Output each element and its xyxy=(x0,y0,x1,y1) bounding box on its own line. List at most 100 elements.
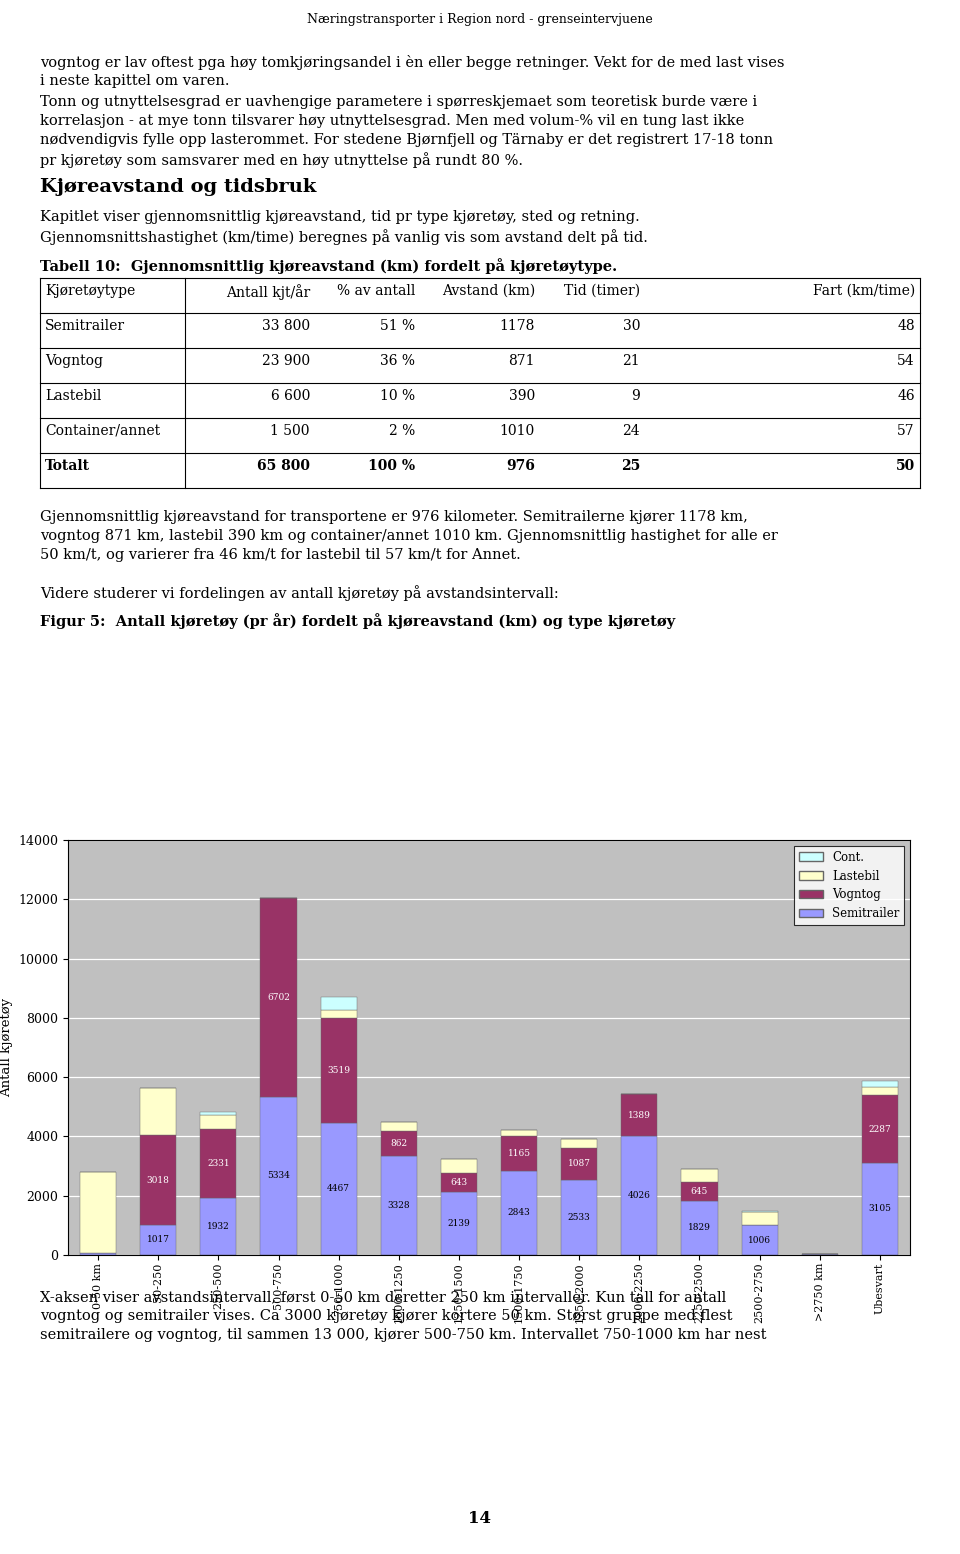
Text: Tabell 10:  Gjennomsnittlig kjøreavstand (km) fordelt på kjøretøytype.: Tabell 10: Gjennomsnittlig kjøreavstand … xyxy=(40,258,617,274)
Text: 2331: 2331 xyxy=(207,1159,229,1167)
Text: Tid (timer): Tid (timer) xyxy=(564,284,640,298)
Text: 50: 50 xyxy=(896,458,915,472)
Bar xyxy=(441,1173,477,1192)
Text: 1 500: 1 500 xyxy=(271,424,310,438)
Text: 643: 643 xyxy=(450,1178,468,1187)
Text: 2287: 2287 xyxy=(869,1125,891,1133)
Text: 2139: 2139 xyxy=(447,1218,470,1228)
Text: nødvendigvis fylle opp lasterommet. For stedene Bjørnfjell og Tärnaby er det reg: nødvendigvis fylle opp lasterommet. For … xyxy=(40,134,773,148)
Text: 25: 25 xyxy=(621,458,640,472)
Text: 36 %: 36 % xyxy=(380,354,415,368)
Bar xyxy=(201,1116,236,1128)
Text: 23 900: 23 900 xyxy=(262,354,310,368)
Text: X-aksen viser avstandsintervall, først 0-50 km deretter 250 km intervaller. Kun : X-aksen viser avstandsintervall, først 0… xyxy=(40,1290,727,1304)
Text: Fart (km/time): Fart (km/time) xyxy=(813,284,915,298)
Text: 3328: 3328 xyxy=(388,1201,410,1211)
Bar xyxy=(260,898,297,1097)
Text: 57: 57 xyxy=(898,424,915,438)
Bar xyxy=(441,1159,477,1173)
Legend: Cont., Lastebil, Vogntog, Semitrailer: Cont., Lastebil, Vogntog, Semitrailer xyxy=(794,845,904,925)
Bar xyxy=(80,1172,116,1254)
Text: 6702: 6702 xyxy=(267,993,290,1002)
Text: 4026: 4026 xyxy=(628,1190,651,1200)
Text: 2533: 2533 xyxy=(567,1214,590,1221)
Bar xyxy=(140,1225,177,1256)
Bar xyxy=(682,1169,717,1181)
Text: Avstand (km): Avstand (km) xyxy=(442,284,535,298)
Bar xyxy=(862,1096,898,1162)
Text: 1932: 1932 xyxy=(207,1221,229,1231)
Text: 1389: 1389 xyxy=(628,1111,651,1119)
Bar xyxy=(321,998,357,1010)
Text: 1006: 1006 xyxy=(748,1235,771,1245)
Bar xyxy=(741,1211,778,1212)
Text: vogntog og semitrailer vises. Ca 3000 kjøretøy kjører kortere 50 km. Størst grup: vogntog og semitrailer vises. Ca 3000 kj… xyxy=(40,1308,732,1322)
Text: 5334: 5334 xyxy=(267,1172,290,1181)
Text: 65 800: 65 800 xyxy=(257,458,310,472)
Text: 976: 976 xyxy=(506,458,535,472)
Bar xyxy=(321,1122,357,1256)
Text: 2 %: 2 % xyxy=(389,424,415,438)
Bar xyxy=(621,1094,658,1136)
Text: 1087: 1087 xyxy=(567,1159,590,1169)
Bar xyxy=(381,1131,417,1156)
Bar xyxy=(260,1097,297,1256)
Text: 645: 645 xyxy=(691,1187,708,1195)
Text: Semitrailer: Semitrailer xyxy=(45,319,125,333)
Bar xyxy=(201,1128,236,1198)
Text: 14: 14 xyxy=(468,1510,492,1528)
Text: 21: 21 xyxy=(622,354,640,368)
Text: 1010: 1010 xyxy=(500,424,535,438)
Text: Gjennomsnittshastighet (km/time) beregnes på vanlig vis som avstand delt på tid.: Gjennomsnittshastighet (km/time) beregne… xyxy=(40,228,648,246)
Text: 862: 862 xyxy=(390,1139,407,1148)
Text: Næringstransporter i Region nord - grenseintervjuene: Næringstransporter i Region nord - grens… xyxy=(307,12,653,26)
Text: 51 %: 51 % xyxy=(380,319,415,333)
Text: Lastebil: Lastebil xyxy=(45,388,102,402)
Text: Kjøreavstand og tidsbruk: Kjøreavstand og tidsbruk xyxy=(40,179,316,196)
Text: Kapitlet viser gjennomsnittlig kjøreavstand, tid pr type kjøretøy, sted og retni: Kapitlet viser gjennomsnittlig kjøreavst… xyxy=(40,210,639,224)
Text: 24: 24 xyxy=(622,424,640,438)
Text: 30: 30 xyxy=(622,319,640,333)
Text: 3519: 3519 xyxy=(327,1066,350,1075)
Text: 1165: 1165 xyxy=(508,1148,531,1158)
Text: 50 km/t, og varierer fra 46 km/t for lastebil til 57 km/t for Annet.: 50 km/t, og varierer fra 46 km/t for las… xyxy=(40,549,520,563)
Bar xyxy=(501,1136,537,1170)
Text: Container/annet: Container/annet xyxy=(45,424,160,438)
Bar xyxy=(381,1122,417,1131)
Bar xyxy=(80,1254,116,1256)
Text: 100 %: 100 % xyxy=(368,458,415,472)
Text: 48: 48 xyxy=(898,319,915,333)
Bar xyxy=(862,1162,898,1256)
Text: 1829: 1829 xyxy=(688,1223,711,1232)
Bar xyxy=(682,1181,717,1201)
Text: 9: 9 xyxy=(632,388,640,402)
Text: 390: 390 xyxy=(509,388,535,402)
Text: 54: 54 xyxy=(898,354,915,368)
Bar xyxy=(562,1148,597,1179)
Text: Totalt: Totalt xyxy=(45,458,90,472)
Text: 4467: 4467 xyxy=(327,1184,350,1193)
Bar xyxy=(501,1170,537,1256)
Text: Gjennomsnittlig kjøreavstand for transportene er 976 kilometer. Semitrailerne kj: Gjennomsnittlig kjøreavstand for transpo… xyxy=(40,510,748,524)
Text: 1178: 1178 xyxy=(499,319,535,333)
Bar xyxy=(621,1136,658,1256)
Text: 3018: 3018 xyxy=(147,1176,170,1184)
Bar xyxy=(321,1010,357,1018)
Text: Figur 5:  Antall kjøretøy (pr år) fordelt på kjøreavstand (km) og type kjøretøy: Figur 5: Antall kjøretøy (pr år) fordelt… xyxy=(40,612,675,629)
Text: 33 800: 33 800 xyxy=(262,319,310,333)
Text: 2843: 2843 xyxy=(508,1209,531,1217)
Text: Vogntog: Vogntog xyxy=(45,354,103,368)
Bar xyxy=(140,1088,177,1136)
Text: % av antall: % av antall xyxy=(337,284,415,298)
Text: Kjøretøytype: Kjøretøytype xyxy=(45,284,135,298)
Bar xyxy=(321,1018,357,1122)
Bar xyxy=(862,1088,898,1096)
Text: 1017: 1017 xyxy=(147,1235,170,1245)
Bar xyxy=(201,1113,236,1116)
Text: semitrailere og vogntog, til sammen 13 000, kjører 500-750 km. Intervallet 750-1: semitrailere og vogntog, til sammen 13 0… xyxy=(40,1329,766,1343)
Y-axis label: Antall kjøretøy: Antall kjøretøy xyxy=(0,998,12,1097)
Text: Tonn og utnyttelsesgrad er uavhengige parametere i spørreskjemaet som teoretisk : Tonn og utnyttelsesgrad er uavhengige pa… xyxy=(40,95,757,109)
Text: Antall kjt/år: Antall kjt/år xyxy=(226,284,310,300)
Bar xyxy=(562,1179,597,1256)
Text: 6 600: 6 600 xyxy=(271,388,310,402)
